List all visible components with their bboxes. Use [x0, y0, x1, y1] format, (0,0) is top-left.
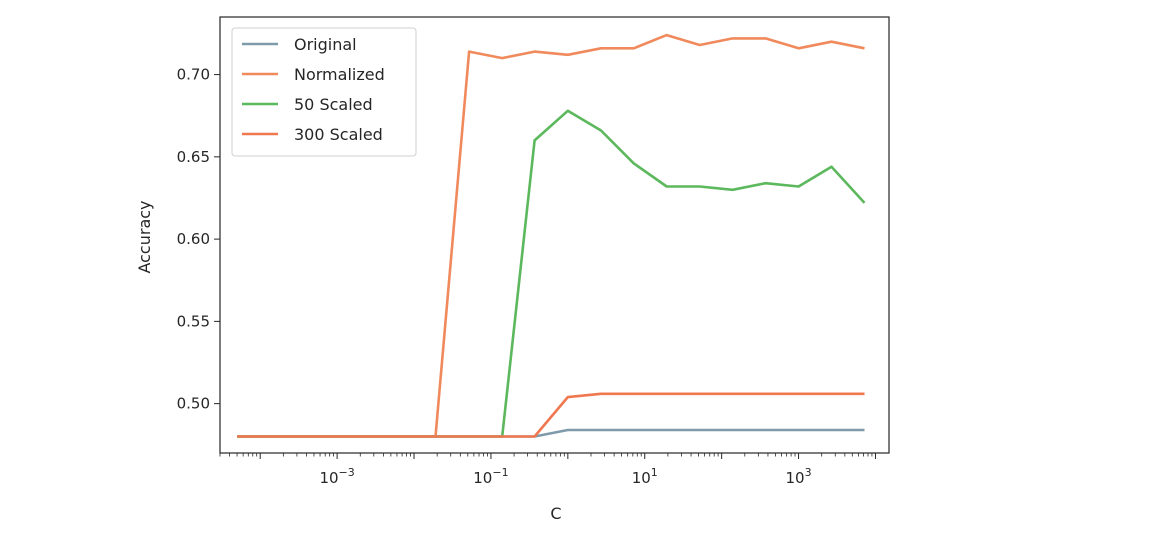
axes-frame [219, 16, 890, 454]
y-tick-label: 0.50 [177, 395, 210, 413]
legend-box [231, 27, 417, 157]
y-tick-label: 0.55 [177, 312, 210, 330]
y-axis-label: Accuracy [135, 200, 154, 273]
x-tick-label: 101 [632, 466, 658, 487]
x-ticks: 10−3 10−1 101 103 [219, 453, 876, 487]
x-tick-label: 10−3 [319, 466, 354, 487]
legend-label: Original [294, 35, 357, 54]
y-tick-label: 0.60 [177, 230, 210, 248]
plot-lines [237, 33, 866, 438]
series-line-4 [237, 392, 865, 438]
y-ticks: 0.50 0.55 0.60 0.65 0.70 [177, 66, 220, 413]
x-axis-label: C [550, 504, 561, 523]
legend-label: 50 Scaled [294, 95, 373, 114]
series-line-3 [237, 109, 866, 438]
x-tick-label: 10−1 [473, 466, 508, 487]
legend: Original Normalized 50 Scaled 300 Scaled [231, 27, 417, 157]
x-tick-label: 103 [786, 466, 812, 487]
legend-label: Normalized [294, 65, 385, 84]
legend-label: 300 Scaled [294, 125, 383, 144]
y-tick-label: 0.65 [177, 148, 210, 166]
y-tick-label: 0.70 [177, 66, 210, 84]
